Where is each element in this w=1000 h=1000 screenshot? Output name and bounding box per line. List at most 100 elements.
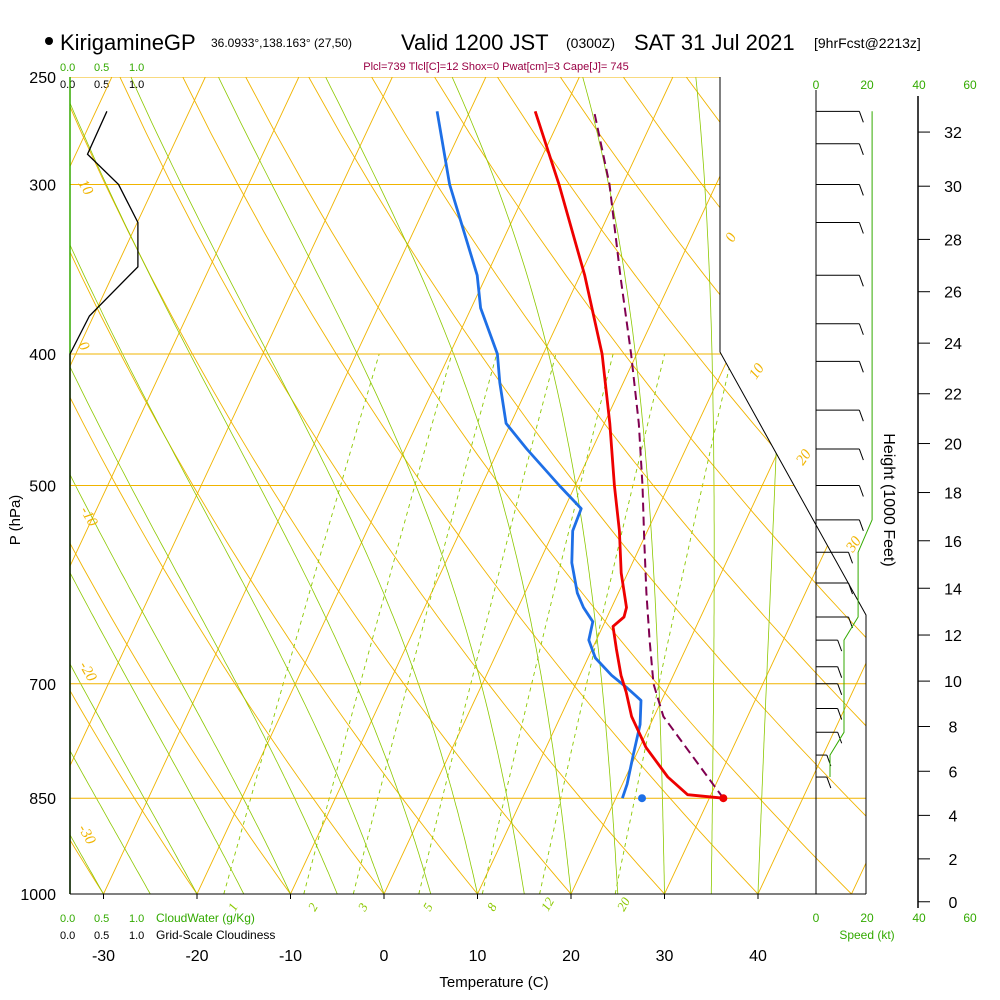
wind-barb-flag xyxy=(858,323,864,335)
wind-speed-line xyxy=(829,111,873,777)
dry-adiabat-line xyxy=(308,77,866,894)
mixing-ratio-line xyxy=(418,353,557,894)
moist-adiabat-line xyxy=(695,77,715,894)
wind-barb-flag xyxy=(837,666,843,678)
wind-barb-flag xyxy=(858,222,864,234)
height-axis-title: Height (1000 Feet) xyxy=(880,433,897,566)
wind-barb-flag xyxy=(858,485,864,497)
wind-barb-flag xyxy=(837,683,843,695)
isotherm-line xyxy=(70,77,206,894)
y-axis-title: P (hPa) xyxy=(7,495,24,546)
wind-bottom-tick-2: 40 xyxy=(912,911,926,925)
height-tick-label: 18 xyxy=(944,486,962,503)
dry-adiabat-line xyxy=(119,77,665,894)
moist-adiabat-line xyxy=(218,77,525,894)
wind-barb-flag xyxy=(837,639,843,652)
mixing-ratio-label: 3 xyxy=(354,900,371,914)
moist-adiabat-line xyxy=(70,77,245,894)
height-tick-label: 32 xyxy=(944,125,962,142)
wind-barb-flag xyxy=(848,616,853,629)
cloudwater-top-tick-2: 1.0 xyxy=(129,62,144,74)
cloudiness-top-tick-1: 0.5 xyxy=(94,79,109,91)
sounding-profiles xyxy=(435,110,728,803)
mixing-ratio-label: 20 xyxy=(614,894,634,913)
cloudiness-bottom-tick-2: 1.0 xyxy=(129,930,144,942)
moist-adiabat-line xyxy=(451,77,619,894)
dry-adiabat-line xyxy=(0,77,10,894)
x-tick-label: 40 xyxy=(749,948,767,965)
wind-barb-flag xyxy=(858,519,864,532)
wind-barb-flag xyxy=(858,143,864,155)
wind-barb-flag xyxy=(858,184,864,196)
moist-adiabat-line xyxy=(70,77,291,894)
dry-adiabat-line xyxy=(70,77,198,894)
isotherm-line xyxy=(0,77,18,894)
height-tick-label: 16 xyxy=(944,534,962,551)
wind-bottom-tick-3: 60 xyxy=(963,911,977,925)
mixing-ratio-line xyxy=(614,353,733,894)
mixing-ratio-line xyxy=(352,353,498,894)
moist-adiabat-line xyxy=(70,77,432,894)
mixing-ratio-label: 12 xyxy=(538,894,558,913)
wind-barb-flag xyxy=(858,361,864,373)
height-tick-label: 14 xyxy=(944,581,962,598)
surface-temperature-dot xyxy=(719,794,728,803)
dry-adiabat-line xyxy=(245,77,852,894)
moist-adiabat-line xyxy=(70,77,385,894)
isotherm-label: 20 xyxy=(793,446,815,468)
moist-adiabat-line xyxy=(325,77,572,894)
wind-barb-flag xyxy=(837,708,843,720)
station-name: KirigamineGP xyxy=(60,30,196,55)
valid-time: Valid 1200 JST xyxy=(401,30,549,55)
height-tick-label: 6 xyxy=(949,764,958,781)
axes: -30 -20 -10 0 10 20 30 400246810121416182022242… xyxy=(92,125,962,965)
moist-adiabat-line xyxy=(582,77,665,894)
cloudiness-top-tick-0: 0.0 xyxy=(60,79,75,91)
wind-top-tick-2: 40 xyxy=(912,78,926,92)
height-tick-label: 26 xyxy=(944,285,962,302)
dry-adiabat-line xyxy=(497,77,866,894)
height-tick-label: 12 xyxy=(944,628,962,645)
surface-dewpoint-dot xyxy=(638,794,647,803)
moist-adiabat-line xyxy=(70,77,198,894)
cloudiness-bottom-tick-1: 0.5 xyxy=(94,930,109,942)
wind-barbs xyxy=(816,110,873,789)
x-axis-title: Temperature (C) xyxy=(439,974,548,991)
wind-top-tick-1: 20 xyxy=(860,78,874,92)
isotherm-label: 0 xyxy=(723,230,741,245)
moist-adiabat-line xyxy=(70,77,338,894)
cloud-fraction-line xyxy=(69,111,139,894)
mixing-ratio-label: 5 xyxy=(420,900,436,914)
stability-indices: Plcl=739 Tlcl[C]=12 Shox=0 Pwat[cm]=3 Ca… xyxy=(363,61,628,73)
pressure-tick-label: 850 xyxy=(29,791,56,808)
wind-barb-flag xyxy=(858,275,864,287)
dry-adiabat-line xyxy=(371,77,866,894)
pressure-tick-label: 700 xyxy=(29,677,56,694)
dry-adiabat-line xyxy=(70,77,385,894)
valid-date: SAT 31 Jul 2021 xyxy=(634,30,795,55)
dry-adiabat-line xyxy=(70,77,291,894)
x-tick-label: -30 xyxy=(92,948,115,965)
pressure-tick-label: 500 xyxy=(29,479,56,496)
wind-barb-flag xyxy=(858,111,864,123)
wind-top-tick-3: 60 xyxy=(963,78,977,92)
height-tick-label: 2 xyxy=(949,852,958,869)
x-tick-label: -10 xyxy=(279,948,302,965)
utc-time: (0300Z) xyxy=(566,35,615,51)
station-coords: 36.0933°,138.163° (27,50) xyxy=(211,36,352,50)
pressure-tick-label: 400 xyxy=(29,347,56,364)
temperature-line xyxy=(533,110,724,800)
height-tick-label: 4 xyxy=(949,808,958,825)
forecast-label: [9hrFcst@2213z] xyxy=(814,35,921,51)
isotherm-label: -30 xyxy=(75,822,99,848)
x-tick-label: 10 xyxy=(469,948,487,965)
right-frame xyxy=(719,77,867,894)
cloudwater-label: CloudWater (g/Kg) xyxy=(156,911,255,925)
pressure-tick-label: 250 xyxy=(29,70,56,87)
pressure-tick-label: 300 xyxy=(29,177,56,194)
cloud-profile xyxy=(69,111,139,894)
isotherm-label: 10 xyxy=(746,360,768,382)
wind-barb-flag xyxy=(858,448,864,461)
wind-barb-flag xyxy=(837,732,843,744)
